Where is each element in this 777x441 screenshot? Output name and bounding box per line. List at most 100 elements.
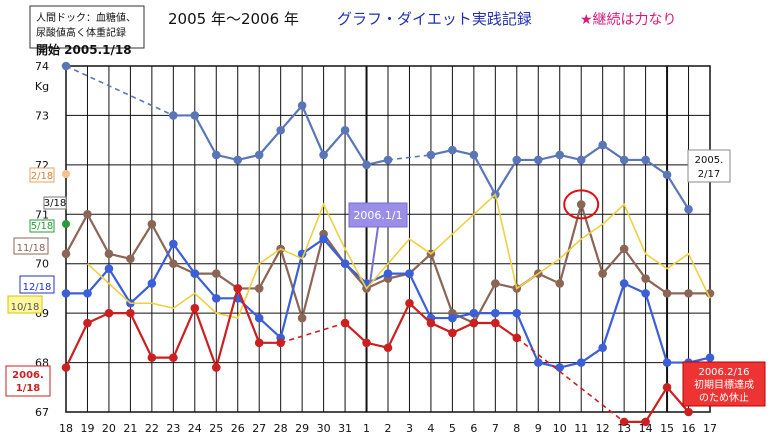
y-tick-label: 67: [35, 406, 49, 419]
data-point: [663, 383, 672, 392]
y-tick-label: 71: [35, 208, 49, 221]
data-point: [212, 269, 221, 278]
y-axis-label: Kg: [35, 80, 49, 93]
data-point: [105, 264, 114, 273]
data-point: [405, 269, 414, 278]
series-gap-line: [281, 323, 345, 343]
x-tick-label: 19: [80, 422, 94, 435]
data-point: [684, 289, 693, 298]
data-point: [191, 304, 200, 313]
data-point: [298, 101, 307, 110]
series-gap-line: [517, 338, 624, 422]
data-point: [470, 151, 479, 160]
chart-title: 2005 年〜2006 年: [168, 10, 299, 28]
start-2006-line-2: 1/18: [16, 383, 41, 394]
x-tick-label: 3: [406, 422, 413, 435]
data-point: [534, 358, 543, 367]
data-point: [148, 220, 157, 229]
note-line-2: 尿酸値高く体重記録: [36, 26, 126, 39]
data-point: [255, 284, 264, 293]
legend-dot-0: [62, 170, 70, 178]
data-point: [298, 314, 307, 323]
data-point: [62, 250, 71, 259]
x-tick-label: 31: [338, 422, 352, 435]
x-tick-label: 22: [145, 422, 159, 435]
data-point: [126, 309, 135, 318]
series-line: [624, 387, 688, 422]
y-tick-label: 70: [35, 258, 49, 271]
x-tick-label: 17: [703, 422, 717, 435]
data-point: [448, 329, 457, 338]
data-point: [276, 126, 285, 135]
data-point: [706, 353, 715, 362]
data-point: [319, 235, 328, 244]
data-point: [620, 156, 629, 165]
data-point: [169, 353, 178, 362]
data-point: [555, 151, 564, 160]
data-point: [341, 319, 350, 328]
grid: [66, 66, 710, 412]
x-tick-label: 25: [209, 422, 223, 435]
legend-label-5: 10/18: [11, 302, 40, 313]
data-point: [684, 408, 693, 417]
series-gap-line: [66, 66, 173, 115]
data-point: [513, 156, 522, 165]
jan1-pointer: [370, 227, 378, 283]
data-point: [362, 161, 371, 170]
data-point: [448, 146, 457, 155]
data-point: [384, 156, 393, 165]
end-top-line-1: 2005.: [695, 155, 724, 166]
data-point: [384, 269, 393, 278]
data-point: [577, 200, 586, 209]
data-point: [341, 126, 350, 135]
legend-label-2: 5/18: [31, 221, 53, 232]
data-point: [83, 210, 92, 219]
y-tick-label: 73: [35, 109, 49, 122]
series-0: [62, 62, 693, 214]
data-point: [126, 254, 135, 263]
legend-label-4: 12/18: [23, 282, 52, 293]
data-point: [319, 151, 328, 160]
data-point: [555, 279, 564, 288]
x-tick-label: 28: [274, 422, 288, 435]
data-point: [233, 156, 242, 165]
start-2006-line-1: 2006.: [12, 370, 44, 381]
data-point: [212, 363, 221, 372]
x-tick-label: 20: [102, 422, 116, 435]
legend-dot-2: [62, 220, 70, 228]
data-point: [255, 314, 264, 323]
data-point: [663, 170, 672, 179]
data-point: [362, 339, 371, 348]
data-point: [577, 156, 586, 165]
x-tick-label: 16: [682, 422, 696, 435]
data-point: [148, 353, 157, 362]
legend-label-0: 2/18: [31, 171, 53, 182]
x-tick-label: 23: [166, 422, 180, 435]
x-tick-label: 6: [470, 422, 477, 435]
x-tick-label: 26: [231, 422, 245, 435]
jan1-label: 2006.1/1: [353, 209, 402, 222]
data-point: [555, 363, 564, 372]
chart-subtitle: グラフ・ダイエット実践記録: [337, 10, 532, 28]
x-tick-label: 11: [574, 422, 588, 435]
data-point: [620, 245, 629, 254]
data-point: [598, 343, 607, 352]
end-bottom-line-3: のため休止: [699, 392, 749, 404]
data-point: [384, 343, 393, 352]
data-point: [598, 141, 607, 150]
x-tick-label: 4: [427, 422, 434, 435]
data-point: [233, 284, 242, 293]
data-point: [470, 319, 479, 328]
x-tick-label: 15: [660, 422, 674, 435]
data-point: [577, 358, 586, 367]
data-point: [641, 156, 650, 165]
data-point: [684, 205, 693, 214]
data-point: [255, 151, 264, 160]
data-point: [470, 309, 479, 318]
data-point: [105, 309, 114, 318]
chart-motto: ★継続は力なり: [580, 11, 677, 28]
data-point: [448, 314, 457, 323]
x-tick-label: 24: [188, 422, 202, 435]
data-point: [663, 358, 672, 367]
series-4: [62, 284, 693, 426]
